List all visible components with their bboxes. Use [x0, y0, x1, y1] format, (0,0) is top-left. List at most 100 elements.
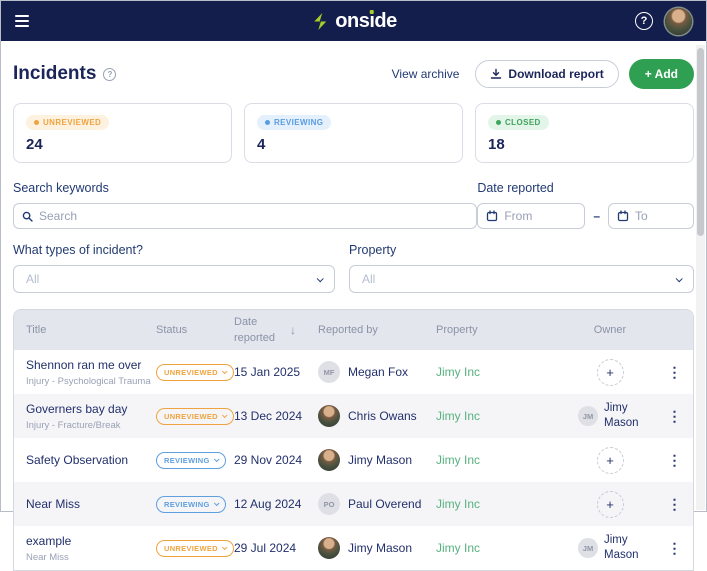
date-reported: 29 Nov 2024	[234, 453, 303, 467]
property-label: Property	[349, 243, 397, 257]
download-icon	[491, 68, 502, 79]
search-label: Search keywords	[13, 181, 109, 195]
incident-subtitle: Injury - Psychological Trauma	[26, 375, 151, 387]
assign-owner-button[interactable]: +	[596, 446, 624, 474]
column-header-date[interactable]: Date reported	[234, 315, 275, 345]
date-reported: 15 Jan 2025	[234, 365, 301, 379]
download-report-label: Download report	[508, 67, 604, 81]
download-report-button[interactable]: Download report	[475, 60, 619, 88]
reporter-name: Megan Fox	[348, 365, 409, 379]
status-badge: CLOSED	[488, 115, 549, 130]
property-select[interactable]: All	[349, 265, 694, 293]
stat-card-closed: CLOSED 18	[475, 103, 694, 163]
chevron-down-icon	[213, 500, 220, 507]
filters-row-1: Search keywords Date reported	[13, 181, 694, 229]
owner-avatar: JM	[578, 538, 598, 558]
kebab-menu-icon[interactable]: ⋮	[667, 539, 682, 556]
calendar-icon	[487, 210, 498, 222]
kebab-menu-icon[interactable]: ⋮	[667, 363, 682, 380]
logo-i-dot: ı	[369, 9, 375, 32]
column-header-owner[interactable]: Owner	[593, 324, 627, 336]
onside-logo: onsıde	[310, 9, 397, 33]
stat-card-unreviewed: UNREVIEWED 24	[13, 103, 232, 163]
property-value: All	[362, 272, 376, 286]
incident-title: example	[26, 533, 72, 548]
column-header-property[interactable]: Property	[436, 324, 478, 336]
user-avatar[interactable]	[665, 7, 692, 35]
table-row[interactable]: Governers bay day Injury - Fracture/Brea…	[14, 394, 693, 438]
column-header-reported-by[interactable]: Reported by	[318, 324, 378, 336]
status-badge: UNREVIEWED	[26, 115, 110, 130]
chevron-down-icon	[675, 274, 683, 282]
add-incident-button[interactable]: + Add	[628, 59, 694, 89]
search-icon	[22, 211, 33, 222]
search-input[interactable]	[39, 209, 469, 223]
status-pill[interactable]: REVIEWING	[156, 495, 226, 513]
kebab-menu-icon[interactable]: ⋮	[667, 407, 682, 424]
top-navbar: onsıde ?	[1, 1, 706, 41]
column-header-status[interactable]: Status	[156, 324, 188, 336]
property-name: Jimy Inc	[436, 365, 481, 379]
status-dot-icon	[265, 120, 270, 125]
page-header: Incidents ? View archive Download report…	[13, 59, 694, 89]
incident-title: Governers bay day	[26, 401, 128, 416]
incident-type-value: All	[26, 272, 40, 286]
incident-title: Shennon ran me over	[26, 357, 142, 372]
table-header: Title Status Date reported ↓ Reported by…	[14, 310, 693, 350]
search-box	[13, 203, 478, 229]
reporter-name: Jimy Mason	[348, 541, 413, 555]
page-title-help-icon[interactable]: ?	[103, 67, 117, 81]
stat-value: 4	[257, 136, 266, 153]
reporter-name: Chris Owans	[348, 409, 417, 423]
owner-name: Jimy Mason	[604, 402, 639, 429]
date-from-box	[477, 203, 586, 229]
date-to-input[interactable]	[635, 209, 685, 223]
stat-card-reviewing: REVIEWING 4	[244, 103, 463, 163]
status-pill[interactable]: REVIEWING	[156, 451, 226, 469]
date-reported: 29 Jul 2024	[234, 541, 297, 555]
incident-type-select[interactable]: All	[13, 265, 335, 293]
status-badge: REVIEWING	[257, 115, 332, 130]
table-row[interactable]: example Near Miss UNREVIEWED 29 Jul 2024…	[14, 526, 693, 570]
incident-title: Safety Observation	[26, 453, 129, 467]
page-title: Incidents	[13, 63, 97, 84]
table-row[interactable]: Near Miss REVIEWING 12 Aug 2024 PO Paul …	[14, 482, 693, 526]
view-archive-link[interactable]: View archive	[391, 67, 460, 81]
kebab-menu-icon[interactable]: ⋮	[667, 495, 682, 512]
assign-owner-button[interactable]: +	[596, 490, 624, 518]
chevron-down-icon	[213, 456, 220, 463]
help-icon[interactable]: ?	[635, 12, 653, 30]
chevron-down-icon	[316, 274, 324, 282]
filters-row-2: What types of incident? All Property All	[13, 243, 694, 293]
table-row[interactable]: Shennon ran me over Injury - Psychologic…	[14, 350, 693, 394]
date-reported: 12 Aug 2024	[234, 497, 302, 511]
stats-row: UNREVIEWED 24 REVIEWING 4 CLOSED 18	[13, 103, 694, 163]
incidents-table: Title Status Date reported ↓ Reported by…	[13, 309, 694, 571]
status-dot-icon	[496, 120, 501, 125]
chevron-down-icon	[221, 368, 228, 375]
incident-title: Near Miss	[26, 497, 81, 511]
date-reported-label: Date reported	[477, 181, 554, 195]
column-header-title[interactable]: Title	[26, 324, 47, 336]
owner-name: Jimy Mason	[604, 534, 639, 561]
reporter-avatar	[318, 405, 340, 427]
date-from-input[interactable]	[504, 209, 577, 223]
sort-desc-icon[interactable]: ↓	[290, 323, 296, 337]
property-name: Jimy Inc	[436, 497, 481, 511]
date-reported: 13 Dec 2024	[234, 409, 303, 423]
scrollbar-thumb[interactable]	[697, 48, 704, 236]
scrollbar-track[interactable]	[696, 45, 705, 510]
assign-owner-button[interactable]: +	[596, 358, 624, 386]
status-pill[interactable]: UNREVIEWED	[156, 363, 234, 381]
kebab-menu-icon[interactable]: ⋮	[667, 451, 682, 468]
table-row[interactable]: Safety Observation REVIEWING 29 Nov 2024…	[14, 438, 693, 482]
stat-value: 24	[26, 136, 43, 153]
reporter-name: Jimy Mason	[348, 453, 413, 467]
incident-subtitle: Injury - Fracture/Break	[26, 419, 121, 431]
date-to-box	[608, 203, 694, 229]
status-pill[interactable]: UNREVIEWED	[156, 539, 234, 557]
reporter-avatar	[318, 537, 340, 559]
hamburger-menu-icon[interactable]	[15, 15, 29, 27]
status-pill[interactable]: UNREVIEWED	[156, 407, 234, 425]
reporter-avatar: PO	[318, 493, 340, 515]
